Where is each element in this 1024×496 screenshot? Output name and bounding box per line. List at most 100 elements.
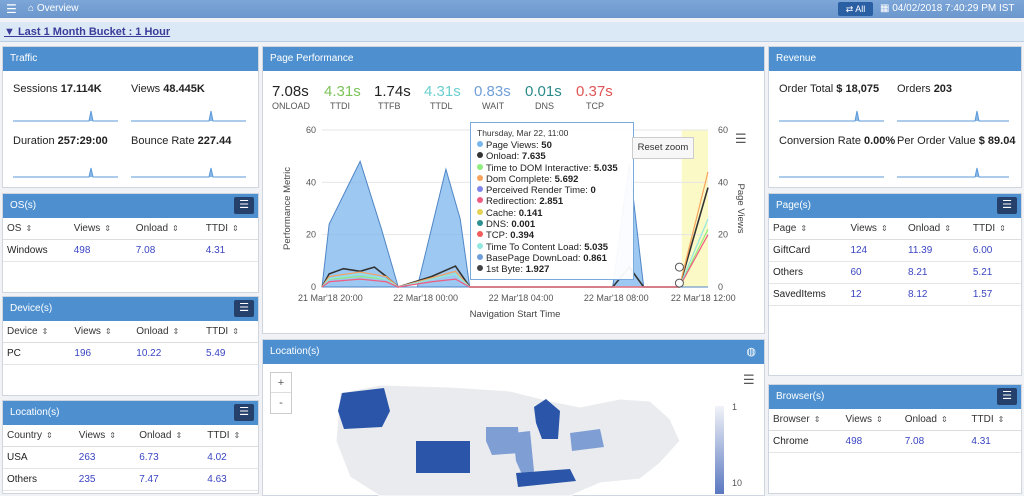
table-row[interactable]: USA 263 6.73 4.02 — [3, 446, 258, 469]
legend-dot-icon — [477, 186, 483, 193]
os-menu-button[interactable]: ☰ — [234, 197, 254, 214]
table-row[interactable]: Windows 498 7.08 4.31 — [3, 239, 258, 262]
globe-icon[interactable]: ◍ — [746, 346, 756, 358]
bounce-rate-sparkline — [131, 167, 246, 178]
summary-value: 0.01s — [525, 83, 562, 100]
column-header[interactable]: TTDI ⇕ — [968, 218, 1021, 240]
browser-menu-button[interactable]: ☰ — [997, 388, 1017, 405]
sort-icon: ⇕ — [880, 224, 888, 233]
device-menu-button[interactable]: ☰ — [234, 300, 254, 317]
column-header[interactable]: Device ⇕ — [3, 321, 71, 343]
reset-zoom-button[interactable]: Reset zoom — [632, 137, 694, 159]
cell: SavedItems — [769, 283, 847, 306]
tooltip-value: 5.035 — [584, 241, 609, 253]
performance-summary: 7.08s ONLOAD 4.31s TTDI 1.74s TTFB 4.31s TTD… — [272, 83, 632, 117]
ttdl-summary: 4.31s TTDL — [424, 83, 461, 111]
column-header[interactable]: Views ⇕ — [69, 218, 132, 240]
sessions-label: Sessions — [13, 83, 58, 95]
summary-value: 4.31s — [324, 83, 361, 100]
column-header[interactable]: TTDI ⇕ — [203, 425, 258, 447]
table-row[interactable]: Others 60 8.21 5.21 — [769, 261, 1021, 284]
header-label: Views — [850, 223, 877, 234]
ttfb-summary: 1.74s TTFB — [374, 83, 411, 111]
x-tick-label: 22 Mar'18 08:00 — [584, 293, 649, 303]
pages-table: Page ⇕ Views ⇕ Onload ⇕ TTDI ⇕ GiftCard 124 … — [769, 218, 1021, 306]
map-state-illinois[interactable] — [513, 431, 534, 479]
header-label: Onload — [139, 430, 172, 441]
y2-tick-label: 20 — [718, 230, 728, 240]
tooltip-value: 0.394 — [510, 230, 535, 242]
location-menu-button[interactable]: ☰ — [234, 404, 254, 421]
sort-icon: ⇕ — [172, 224, 179, 233]
column-header[interactable]: Views ⇕ — [841, 409, 901, 431]
per-order-value-label: Per Order Value — [897, 135, 976, 147]
sessions-sparkline — [13, 110, 118, 122]
all-label: All — [855, 4, 866, 14]
column-header[interactable]: Page ⇕ — [769, 218, 847, 240]
table-row[interactable]: PC 196 10.22 5.49 — [3, 342, 258, 365]
time-bucket-filter-link[interactable]: ▼ Last 1 Month Bucket : 1 Hour — [4, 26, 170, 38]
column-header[interactable]: Views ⇕ — [70, 321, 133, 343]
map-state-oregon[interactable] — [338, 388, 390, 429]
summary-label: TTDL — [430, 101, 453, 111]
legend-dot-icon — [477, 174, 483, 181]
chart-context-menu-icon[interactable]: ☰ — [735, 131, 747, 146]
table-row[interactable]: GiftCard 124 11.39 6.00 — [769, 239, 1021, 262]
column-header[interactable]: Onload ⇕ — [131, 218, 202, 240]
map-state-iowa[interactable] — [486, 427, 520, 455]
pages-title: Page(s) — [776, 200, 812, 211]
usa-map[interactable] — [320, 371, 710, 496]
column-header[interactable]: Onload ⇕ — [135, 425, 204, 447]
map-context-menu-icon[interactable]: ☰ — [743, 372, 755, 387]
table-row[interactable]: SavedItems 12 8.12 1.57 — [769, 283, 1021, 306]
column-header[interactable]: Browser ⇕ — [769, 409, 842, 431]
table-row[interactable]: Others 235 7.47 4.63 — [3, 468, 258, 491]
column-header[interactable]: OS ⇕ — [3, 218, 70, 240]
column-header[interactable]: Country ⇕ — [3, 425, 75, 447]
summary-value: 4.31s — [424, 83, 461, 100]
pages-menu-button[interactable]: ☰ — [997, 197, 1017, 214]
tooltip-label: Dom Complete: — [486, 173, 555, 185]
series-line — [321, 187, 709, 288]
order-total-value: $ 18,075 — [836, 83, 880, 95]
column-header[interactable]: TTDI ⇕ — [967, 409, 1021, 431]
revenue-panel-header: Revenue — [769, 47, 1021, 71]
map-zoom-in-button[interactable]: + — [271, 373, 291, 393]
column-header[interactable]: Views ⇕ — [846, 218, 904, 240]
column-header[interactable]: Onload ⇕ — [900, 409, 968, 431]
map-zoom-controls: + - — [270, 372, 292, 414]
table-header-row: Country ⇕ Views ⇕ Onload ⇕ TTDI ⇕ — [3, 425, 258, 447]
home-breadcrumb[interactable]: ⌂ Overview — [28, 3, 79, 14]
map-zoom-out-button[interactable]: - — [279, 397, 283, 409]
map-state-pennsylvania[interactable] — [570, 429, 604, 451]
table-row[interactable]: Chrome 498 7.08 4.31 — [769, 430, 1021, 453]
legend-dot-icon — [477, 141, 483, 147]
sort-icon: ⇕ — [233, 431, 241, 440]
cell: 263 — [74, 446, 136, 469]
map-state-tennessee[interactable] — [516, 469, 576, 487]
all-filter-button[interactable]: ⇄ All — [838, 2, 873, 16]
summary-value: 0.37s — [576, 83, 613, 100]
duration-value: 257:29:00 — [57, 135, 108, 147]
column-header[interactable]: Views ⇕ — [74, 425, 136, 447]
cell: 60 — [846, 261, 904, 284]
header-label: OS — [7, 223, 22, 234]
x-axis-title: Navigation Start Time — [470, 309, 561, 320]
column-header[interactable]: TTDI ⇕ — [201, 321, 258, 343]
map-state-michigan[interactable] — [534, 399, 560, 439]
y-tick-label: 20 — [306, 230, 316, 240]
ttdi-summary: 4.31s TTDI — [324, 83, 361, 111]
tooltip-row: Redirection: 2.851 — [477, 196, 627, 207]
tooltip-label: Redirection: — [486, 196, 540, 208]
column-header[interactable]: Onload ⇕ — [904, 218, 969, 240]
sort-icon: ⇕ — [46, 431, 53, 440]
header-label: Page — [773, 223, 797, 234]
performance-chart[interactable]: 0 0 20 20 40 40 60 60 21 Mar'18 20:00 22 Mar'18 0… — [262, 122, 765, 322]
column-header[interactable]: Onload ⇕ — [132, 321, 202, 343]
sort-icon: ⇕ — [175, 431, 183, 440]
chart-tooltip: Thursday, Mar 22, 11:00 Page Views: 50 On… — [470, 122, 634, 280]
hamburger-menu-icon[interactable]: ☰ — [6, 2, 17, 16]
column-header[interactable]: TTDI ⇕ — [201, 218, 258, 240]
legend-dot-icon — [477, 208, 483, 215]
map-state-colorado[interactable] — [416, 441, 470, 473]
